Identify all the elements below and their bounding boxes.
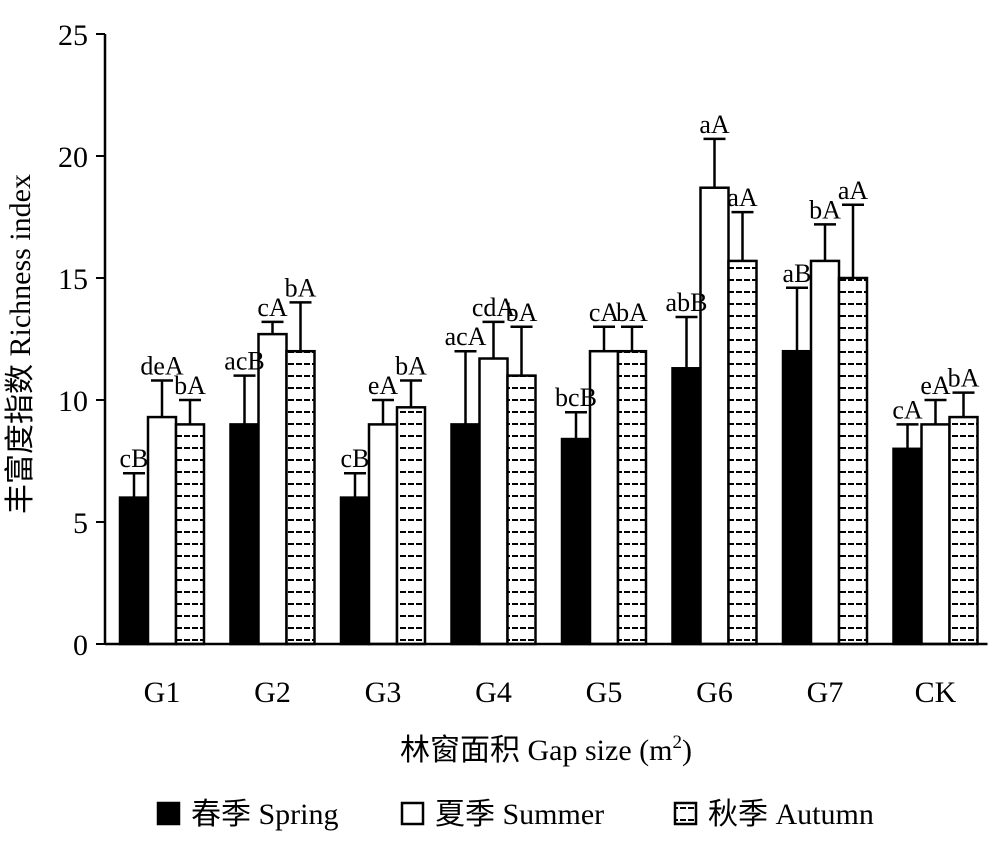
bar-g3-series-0 [339,496,371,646]
bar-label-ck-series-1: eA [920,371,951,400]
bar-label-g2-series-2: bA [285,273,317,302]
bar-g6-series-2 [727,259,758,646]
bar-g4-series-1 [478,357,509,646]
bar-label-g3-series-1: eA [368,371,399,400]
bar-g6-series-0 [671,367,702,646]
bar-ck-series-1 [920,423,951,646]
bar-label-g6-series-0: abB [666,288,708,317]
bar-label-g7-series-0: aB [783,259,812,288]
bar-label-g5-series-2: bA [616,298,648,327]
bar-g1-series-0 [118,496,150,646]
bar-g2-series-2 [285,349,316,646]
x-tick-label-ck: CK [915,676,957,709]
bar-label-g4-series-0: acA [445,322,487,351]
bar-label-ck-series-0: cA [892,395,923,424]
x-axis-tick-labels: G1 G2 G3 G4 G5 G6 G7 CK [144,676,957,709]
bar-label-g5-series-1: cA [589,298,620,327]
bar-label-g1-series-2: bA [174,371,206,400]
bar-label-g2-series-0: acB [224,347,264,376]
bar-g3-series-1 [367,423,399,646]
bar-label-g6-series-2: aA [727,183,758,212]
x-tick-label-g4: G4 [475,676,512,709]
bar-label-g4-series-1: cdA [472,293,516,322]
x-axis-label: 林窗面积 Gap size (m2) [400,732,692,767]
bars [118,186,979,646]
bar-g4-series-0 [450,423,481,646]
legend: 春季 Spring 夏季 Summer 秋季 Autumn [156,798,874,831]
bar-label-g3-series-0: cB [341,444,370,473]
x-tick-label-g6: G6 [696,676,733,709]
x-tick-label-g7: G7 [807,676,844,709]
y-tick-label-20: 20 [58,141,88,174]
y-tick-label-25: 25 [58,19,88,52]
bar-g5-series-0 [560,437,592,646]
bar-label-g2-series-1: cA [257,293,288,322]
y-axis-label: 丰富度指数 Richness index [4,174,37,514]
y-tick-label-15: 15 [58,263,88,296]
legend-swatch-0 [156,801,181,826]
bar-g2-series-0 [229,423,260,646]
y-axis-ticks: 0 5 10 15 20 25 [58,19,105,662]
bar-label-g3-series-2: bA [395,351,427,380]
bar-label-g5-series-0: bcB [555,383,597,412]
bar-g1-series-1 [146,415,178,646]
bar-g6-series-1 [699,186,730,646]
bar-g7-series-1 [809,259,841,646]
x-axis-label-superscript: 2 [672,732,682,753]
bar-label-g4-series-2: bA [506,298,538,327]
x-tick-label-g1: G1 [144,676,181,709]
bar-g1-series-2 [174,423,206,646]
y-tick-label-5: 5 [73,507,88,540]
bar-g4-series-2 [506,374,537,646]
bar-ck-series-0 [892,447,923,646]
bar-label-ck-series-2: bA [948,364,980,393]
bar-g2-series-1 [257,332,288,646]
y-tick-label-10: 10 [58,385,88,418]
x-axis-label-text: 林窗面积 Gap size (m [400,734,672,767]
x-tick-label-g2: G2 [254,676,291,709]
bar-g5-series-2 [616,349,648,646]
bar-label-g7-series-2: aA [838,176,869,205]
x-tick-label-g3: G3 [365,676,402,709]
bar-label-g6-series-1: aA [699,110,730,139]
x-axis-label-end: ) [682,734,692,767]
legend-label-0: 春季 Spring [191,798,339,831]
bar-ck-series-2 [948,415,979,646]
bar-g3-series-2 [395,406,427,646]
legend-label-2: 秋季 Autumn [708,798,874,831]
bar-label-g7-series-1: bA [809,195,841,224]
legend-label-1: 夏季 Summer [435,798,604,831]
error-bars [123,137,975,498]
y-tick-label-0: 0 [73,629,88,662]
legend-swatch-1 [400,801,425,826]
bar-label-g1-series-1: deA [140,351,184,380]
bar-label-g1-series-0: cB [120,444,149,473]
bar-g7-series-2 [837,276,869,646]
bar-g7-series-0 [781,349,813,646]
legend-swatch-2 [673,801,698,826]
x-tick-label-g5: G5 [586,676,623,709]
